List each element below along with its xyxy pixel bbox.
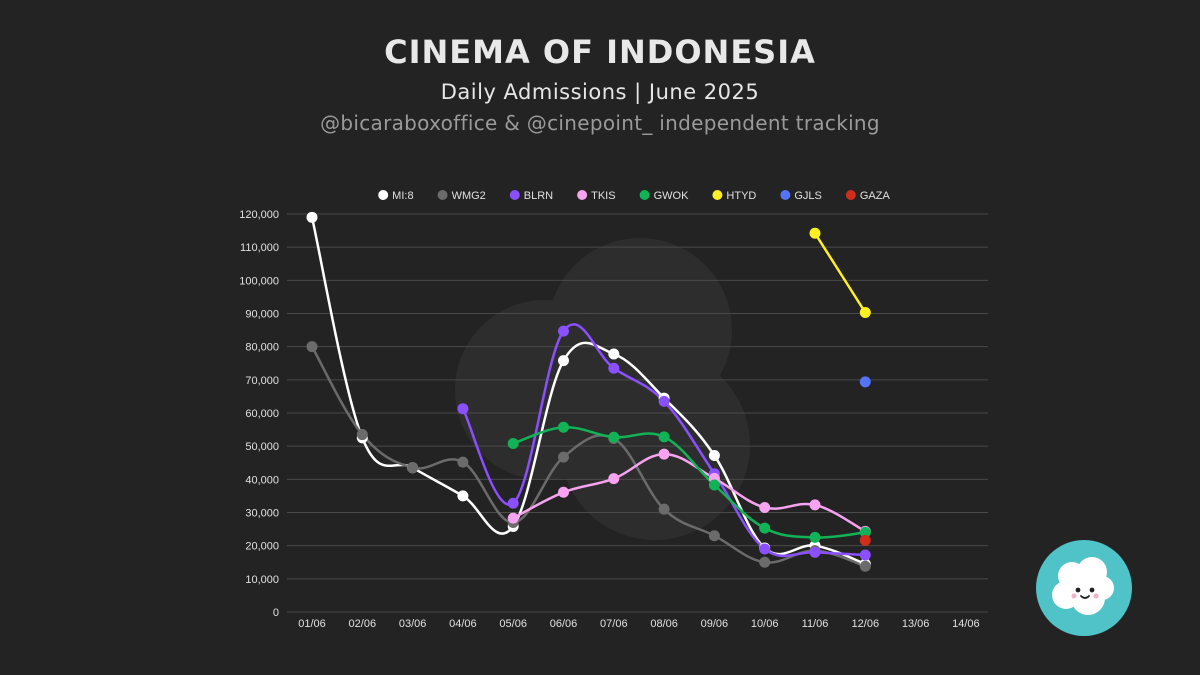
x-tick-label: 14/06 (952, 618, 980, 630)
legend-label-tkis: TKIS (591, 190, 615, 202)
x-tick-label: 10/06 (751, 618, 779, 630)
data-point-blrn (658, 395, 670, 407)
data-point-mi8 (457, 490, 469, 502)
legend-label-blrn: BLRN (524, 190, 553, 202)
y-tick-label: 40,000 (245, 474, 279, 486)
data-point-tkis (658, 448, 670, 460)
data-point-gwok (507, 438, 519, 450)
legend-marker-gaza (845, 190, 856, 200)
data-point-htyd (859, 307, 871, 319)
data-point-wmg2 (658, 503, 670, 515)
data-point-blrn (809, 546, 821, 558)
chart-title: CINEMA OF INDONESIA (384, 33, 816, 71)
x-tick-label: 03/06 (399, 618, 427, 630)
data-point-gaza (859, 534, 871, 546)
x-tick-label: 05/06 (499, 618, 527, 630)
legend-label-wmg2: WMG2 (452, 190, 486, 202)
data-point-gwok (708, 479, 720, 491)
data-point-gwok (558, 421, 569, 433)
series-line-blrn (461, 323, 867, 558)
chart-header: CINEMA OF INDONESIA Daily Admissions | J… (0, 30, 1200, 138)
popcorn-cloud-logo (1036, 540, 1132, 636)
data-point-mi8 (306, 211, 318, 223)
legend-marker-htyd (712, 190, 723, 200)
gridlines (287, 213, 988, 613)
series-line-htyd (813, 231, 867, 314)
y-tick-label: 90,000 (245, 309, 279, 321)
x-tick-label: 07/06 (600, 618, 628, 630)
legend-label-gaza: GAZA (860, 190, 891, 202)
data-point-wmg2 (708, 530, 720, 542)
data-point-blrn (859, 549, 871, 561)
data-point-tkis (809, 499, 821, 511)
popcorn-watermark-icon (455, 238, 750, 540)
y-tick-label: 0 (273, 607, 279, 619)
x-axis: 01/06 02/06 03/06 04/06 05/06 06/06 07/06 08/06… (298, 618, 979, 630)
chart-credit: @bicaraboxoffice & @cinepoint_ independe… (320, 111, 880, 135)
data-point-wmg2 (306, 341, 318, 353)
series-line-gwok (511, 426, 867, 539)
data-point-gwok (759, 522, 771, 534)
x-tick-label: 01/06 (298, 618, 326, 630)
legend-label-gjls: GJLS (794, 190, 822, 202)
legend-label-gwok: GWOK (654, 190, 689, 202)
y-tick-label: 70,000 (245, 375, 279, 387)
data-point-blrn (608, 362, 620, 374)
y-tick-label: 110,000 (240, 242, 279, 254)
y-tick-label: 20,000 (245, 541, 279, 553)
legend-label-mi8: MI:8 (392, 190, 413, 202)
x-tick-label: 11/06 (802, 618, 829, 630)
x-tick-label: 12/06 (852, 618, 880, 630)
legend-marker-blrn (509, 190, 520, 200)
data-point-gwok (658, 431, 670, 443)
data-point-blrn (558, 325, 569, 337)
data-point-wmg2 (859, 560, 871, 572)
legend-marker-mi8 (378, 190, 389, 200)
y-tick-label: 80,000 (245, 342, 279, 354)
legend-marker-wmg2 (437, 190, 448, 200)
legend-marker-gjls (780, 190, 791, 200)
x-tick-label: 08/06 (650, 618, 678, 630)
data-point-wmg2 (457, 456, 469, 468)
data-point-blrn (759, 543, 771, 555)
y-tick-label: 120,000 (239, 209, 279, 221)
data-point-wmg2 (759, 556, 771, 568)
series-layer (306, 211, 871, 572)
y-tick-label: 100,000 (239, 275, 279, 287)
data-point-mi8 (708, 449, 720, 461)
legend: MI:8 WMG2 BLRN TKIS GWOK HTYD GJLS GAZA (378, 190, 890, 202)
data-point-tkis (759, 502, 771, 514)
x-tick-label: 13/06 (902, 618, 930, 630)
data-point-blrn (507, 497, 519, 509)
y-tick-label: 50,000 (245, 441, 279, 453)
legend-marker-gwok (639, 190, 650, 200)
y-tick-label: 10,000 (245, 574, 279, 586)
x-tick-label: 09/06 (701, 618, 729, 630)
data-point-tkis (507, 512, 519, 524)
data-point-tkis (558, 486, 569, 498)
legend-label-htyd: HTYD (726, 190, 756, 202)
data-point-tkis (608, 473, 620, 485)
data-point-wmg2 (356, 429, 368, 441)
data-point-gjls (859, 376, 871, 388)
y-tick-label: 60,000 (245, 408, 279, 420)
x-tick-label: 02/06 (349, 618, 377, 630)
data-point-htyd (809, 227, 821, 239)
data-point-gwok (608, 431, 620, 443)
data-point-mi8 (608, 348, 620, 360)
x-tick-label: 04/06 (449, 618, 477, 630)
x-tick-label: 06/06 (550, 618, 578, 630)
chart-subtitle: Daily Admissions | June 2025 (440, 80, 760, 104)
legend-marker-tkis (577, 190, 588, 200)
data-point-wmg2 (558, 451, 569, 463)
y-axis: 0 10,000 20,000 30,000 40,000 50,000 60,000 70,… (239, 209, 279, 619)
y-tick-label: 30,000 (245, 508, 279, 520)
data-point-wmg2 (407, 462, 419, 474)
data-point-gwok (809, 531, 821, 543)
data-point-gwok (859, 526, 871, 538)
data-point-mi8 (558, 355, 569, 367)
data-point-blrn (457, 403, 469, 415)
